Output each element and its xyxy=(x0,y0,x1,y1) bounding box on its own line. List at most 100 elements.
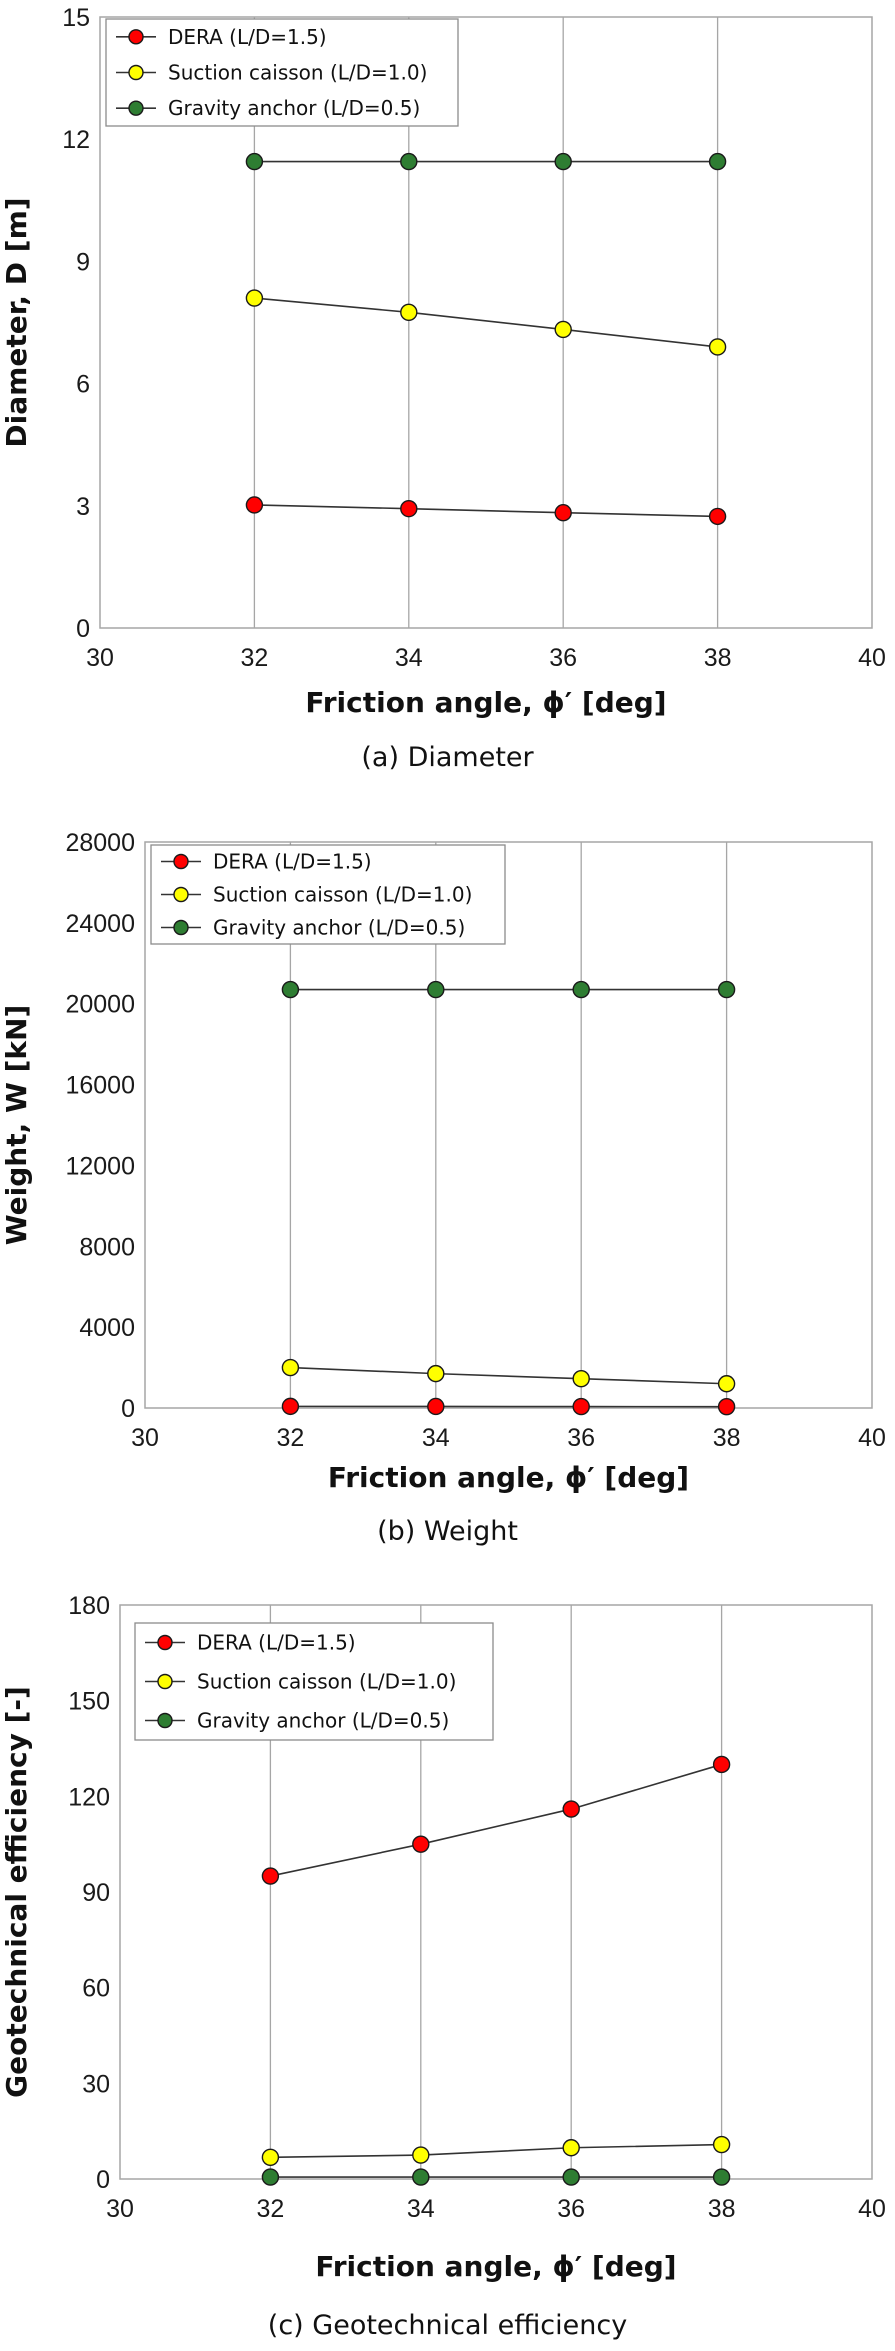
chart0-data-point xyxy=(245,289,264,307)
chart1-data-point xyxy=(281,980,300,999)
chart0-x-tick-label: 34 xyxy=(395,644,423,672)
chart1-x-axis-title: Friction angle, ϕ′ [deg] xyxy=(328,1461,689,1494)
chart0-legend-label: DERA (L/D=1.5) xyxy=(168,25,327,49)
chart1-legend-marker xyxy=(173,886,189,903)
chart1-x-tick-label: 34 xyxy=(422,1424,450,1452)
chart2-data-point xyxy=(562,1800,580,1818)
chart0-y-tick-label: 3 xyxy=(76,493,90,521)
chart1-y-tick-label: 12000 xyxy=(65,1152,135,1180)
chart2-x-axis-title: Friction angle, ϕ′ [deg] xyxy=(315,2250,676,2283)
chart1-data-point xyxy=(572,1369,590,1388)
chart2-legend-label: Gravity anchor (L/D=0.5) xyxy=(197,1709,449,1733)
chart2-y-tick-label: 60 xyxy=(82,1975,110,2003)
chart2-legend-marker xyxy=(157,1712,173,1729)
chart-efficiency: 30 32 34 36 38 40 0 30 60 90 120 150 180 Friction ang… xyxy=(0,1580,895,2305)
chart2-legend-label: Suction caisson (L/D=1.0) xyxy=(197,1670,456,1694)
chart0-y-tick-label: 12 xyxy=(62,126,90,154)
chart0-data-point xyxy=(554,320,572,339)
chart0-legend-label: Suction caisson (L/D=1.0) xyxy=(168,61,427,85)
chart1-data-point xyxy=(572,1397,590,1416)
chart0-data-point xyxy=(400,152,418,171)
chart2-legend-label: DERA (L/D=1.5) xyxy=(197,1631,356,1655)
chart0-data-point xyxy=(554,504,572,522)
chart0-legend-marker xyxy=(128,29,144,45)
chart2-series-line-1 xyxy=(270,2143,722,2159)
chart1-legend xyxy=(150,844,506,945)
chart1-legend-marker xyxy=(173,919,189,936)
chart2-data-point xyxy=(562,2168,580,2186)
chart0-data-point xyxy=(708,338,727,356)
chart2-data-point xyxy=(261,2168,280,2186)
chart2-y-tick-label: 30 xyxy=(82,2070,110,2098)
chart2-y-tick-label: 180 xyxy=(68,1592,110,1620)
chart-diameter: 30 32 34 36 38 40 0 3 6 9 12 15 Friction angle, ϕ′ [… xyxy=(0,0,895,735)
chart0-data-point xyxy=(708,152,727,171)
chart2-series-line-0 xyxy=(270,1763,722,1877)
chart2-y-tick-label: 120 xyxy=(68,1783,110,1811)
chart1-y-tick-label: 4000 xyxy=(79,1314,135,1342)
chart2-x-tick-label: 34 xyxy=(407,2195,435,2223)
chart0-x-tick-label: 32 xyxy=(240,644,268,672)
chart2-data-point xyxy=(712,1755,731,1774)
chart0-x-tick-label: 30 xyxy=(86,644,114,672)
chart0-series-line-0 xyxy=(254,504,718,518)
chart1-legend-label: Suction caisson (L/D=1.0) xyxy=(213,883,472,907)
chart1-y-tick-label: 8000 xyxy=(79,1233,135,1261)
chart0-x-tick-label: 38 xyxy=(704,644,732,672)
caption-weight: (b) Weight xyxy=(377,1516,518,1547)
chart1-y-axis-title: Weight, W [kN] xyxy=(0,1005,33,1246)
chart1-x-tick-label: 36 xyxy=(567,1424,595,1452)
chart0-y-tick-label: 6 xyxy=(76,371,90,399)
chart1-legend-label: DERA (L/D=1.5) xyxy=(213,850,372,874)
chart-weight-svg: 30 32 34 36 38 40 0 4000 8000 12000 16000 20000 2400… xyxy=(0,829,886,1494)
chart0-y-tick-label: 0 xyxy=(76,615,90,643)
chart0-legend-marker xyxy=(128,100,144,116)
chart1-data-point xyxy=(427,1364,445,1383)
chart1-y-tick-label: 20000 xyxy=(65,991,135,1019)
chart1-x-tick-label: 32 xyxy=(276,1424,304,1452)
chart2-y-tick-label: 150 xyxy=(68,1688,110,1716)
chart1-legend-label: Gravity anchor (L/D=0.5) xyxy=(213,916,465,940)
chart0-data-point xyxy=(554,152,572,171)
chart1-data-point xyxy=(572,980,590,999)
chart2-y-tick-label: 0 xyxy=(96,2166,110,2194)
chart2-data-point xyxy=(412,2146,430,2164)
chart2-legend xyxy=(134,1622,494,1741)
chart2-legend-marker xyxy=(157,1634,173,1651)
chart0-y-tick-label: 9 xyxy=(76,248,90,276)
chart1-y-tick-label: 28000 xyxy=(65,829,135,857)
chart0-data-point xyxy=(708,507,727,526)
chart0-x-axis-title: Friction angle, ϕ′ [deg] xyxy=(305,686,666,719)
chart0-data-point xyxy=(245,152,264,171)
chart2-y-axis-title: Geotechnical efficiency [-] xyxy=(0,1686,33,2098)
chart2-data-point xyxy=(712,2168,731,2186)
chart1-y-tick-label: 16000 xyxy=(65,1072,135,1100)
chart1-data-point xyxy=(281,1358,300,1377)
chart-weight: 30 32 34 36 38 40 0 4000 8000 12000 16000 20000 2400… xyxy=(0,805,895,1510)
caption-diameter: (a) Diameter xyxy=(361,742,534,773)
chart0-y-tick-label: 15 xyxy=(62,4,90,32)
chart2-data-point xyxy=(412,1835,430,1853)
chart2-x-tick-label: 32 xyxy=(256,2195,284,2223)
chart1-x-tick-label: 40 xyxy=(858,1424,886,1452)
chart2-x-tick-label: 30 xyxy=(106,2195,134,2223)
chart0-legend-label: Gravity anchor (L/D=0.5) xyxy=(168,96,420,120)
chart0-series-line-1 xyxy=(254,297,718,348)
chart2-y-tick-label: 90 xyxy=(82,1879,110,1907)
caption-efficiency: (c) Geotechnical efficiency xyxy=(267,2310,628,2341)
chart0-x-tick-label: 40 xyxy=(858,644,886,672)
chart2-data-point xyxy=(712,2135,731,2154)
chart1-data-point xyxy=(281,1397,300,1416)
chart1-series-line-1 xyxy=(290,1366,727,1385)
chart1-data-point xyxy=(427,1397,445,1416)
chart2-data-point xyxy=(261,2148,280,2167)
chart0-data-point xyxy=(245,496,264,514)
chart0-legend xyxy=(105,18,459,127)
chart0-y-axis-title: Diameter, D [m] xyxy=(0,197,33,447)
chart2-legend-marker xyxy=(157,1673,173,1690)
chart1-x-tick-label: 38 xyxy=(713,1424,741,1452)
chart0-legend-marker xyxy=(128,64,144,81)
chart1-y-tick-label: 0 xyxy=(121,1395,135,1423)
chart0-x-tick-label: 36 xyxy=(549,644,577,672)
